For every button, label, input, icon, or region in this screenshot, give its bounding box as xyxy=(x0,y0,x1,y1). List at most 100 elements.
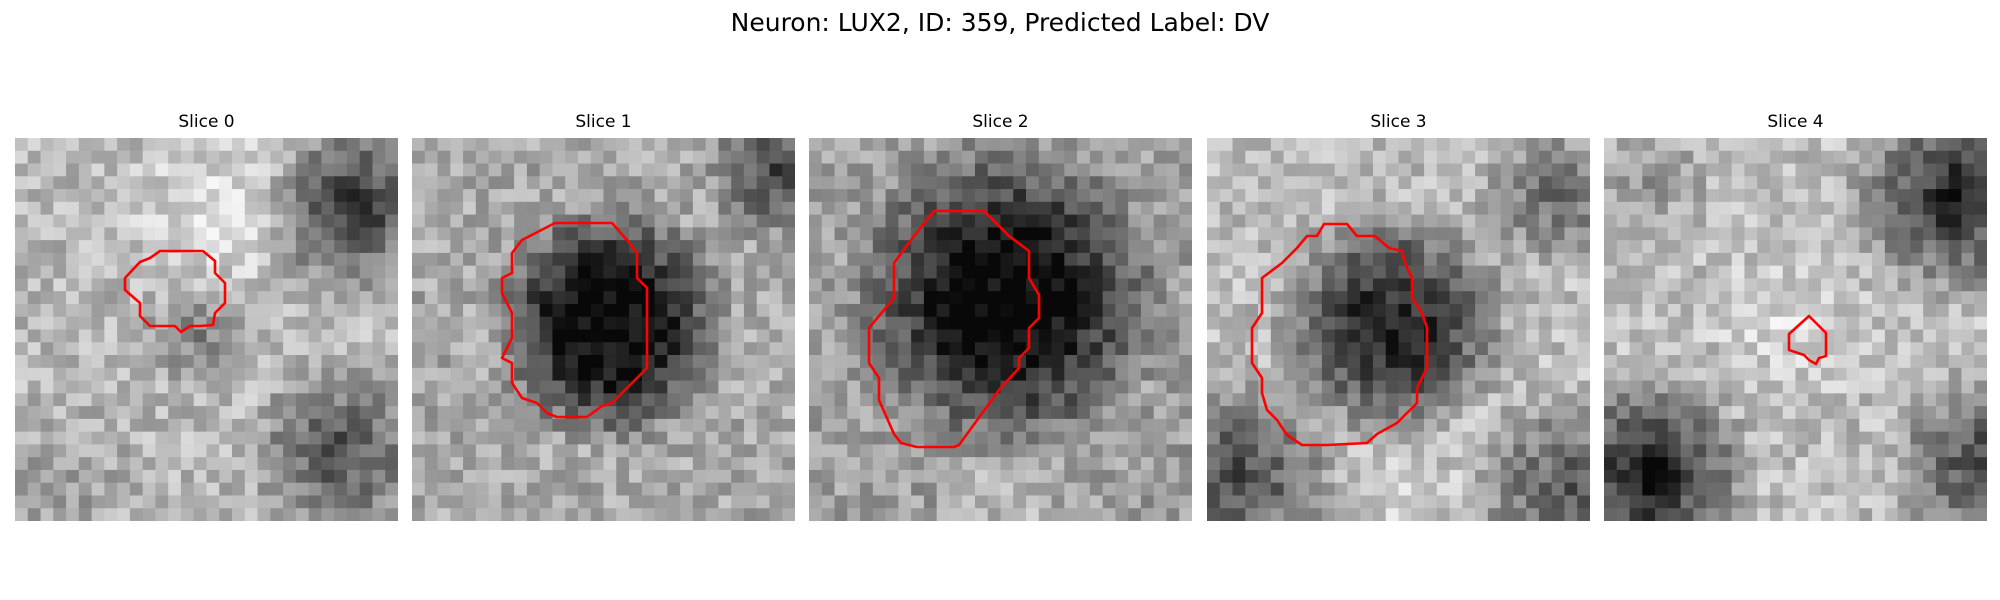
pixel xyxy=(257,457,271,471)
pixel xyxy=(782,342,795,356)
pixel xyxy=(539,444,554,458)
pixel xyxy=(987,303,1002,318)
pixel xyxy=(1551,431,1566,445)
pixel xyxy=(1680,189,1694,203)
pixel xyxy=(872,469,887,484)
pixel xyxy=(552,469,566,484)
pixel xyxy=(1000,278,1014,292)
pixel xyxy=(1667,508,1682,521)
pixel xyxy=(731,367,745,382)
pixel xyxy=(1526,227,1540,241)
slice-panel-1: Slice 1 xyxy=(412,110,795,521)
pixel xyxy=(321,342,335,356)
pixel xyxy=(1207,265,1221,280)
pixel xyxy=(1526,201,1540,216)
pixel xyxy=(872,227,887,241)
pixel xyxy=(974,469,989,484)
pixel xyxy=(1283,189,1297,203)
pixel xyxy=(1258,444,1272,458)
pixel xyxy=(680,240,694,254)
pixel xyxy=(1424,444,1438,458)
pixel xyxy=(270,303,284,318)
pixel xyxy=(27,393,42,407)
pixel xyxy=(359,457,374,471)
pixel xyxy=(1961,214,1975,228)
pixel xyxy=(1833,201,1848,216)
pixel xyxy=(1872,482,1886,497)
pixel xyxy=(898,457,912,471)
pixel xyxy=(1538,214,1553,228)
pixel xyxy=(1102,508,1116,521)
pixel xyxy=(1245,508,1259,521)
pixel xyxy=(1424,189,1438,203)
pixel xyxy=(936,342,951,356)
pixel xyxy=(1258,482,1272,497)
pixel xyxy=(1385,163,1400,177)
pixel xyxy=(385,278,398,292)
pixel xyxy=(1115,265,1129,280)
pixel xyxy=(692,316,707,331)
pixel xyxy=(15,393,29,407)
pixel xyxy=(78,380,93,394)
pixel xyxy=(1102,367,1116,382)
pixel xyxy=(539,329,554,343)
pixel xyxy=(270,201,284,216)
pixel xyxy=(834,189,848,203)
pixel xyxy=(27,316,42,331)
pixel xyxy=(1884,303,1899,318)
pixel xyxy=(1283,329,1297,343)
pixel xyxy=(1013,265,1027,280)
pixel xyxy=(270,380,284,394)
pixel xyxy=(1910,150,1924,165)
pixel xyxy=(1680,406,1694,420)
pixel xyxy=(1347,163,1361,177)
pixel xyxy=(270,176,284,190)
pixel xyxy=(1475,176,1489,190)
pixel xyxy=(232,393,246,407)
pixel xyxy=(705,393,719,407)
pixel xyxy=(667,214,681,228)
pixel xyxy=(1910,278,1924,292)
pixel xyxy=(1948,189,1963,203)
pixel xyxy=(641,469,656,484)
pixel xyxy=(872,291,887,305)
pixel xyxy=(936,214,951,228)
pixel xyxy=(117,342,131,356)
pixel xyxy=(1974,380,1987,394)
pixel xyxy=(1140,303,1155,318)
pixel xyxy=(911,138,925,152)
pixel xyxy=(437,240,451,254)
pixel xyxy=(641,418,656,433)
pixel xyxy=(1718,482,1733,497)
pixel xyxy=(1500,457,1514,471)
pixel xyxy=(1385,342,1400,356)
pixel xyxy=(321,265,335,280)
pixel xyxy=(1872,227,1886,241)
pixel xyxy=(1897,393,1911,407)
pixel xyxy=(514,406,528,420)
pixel xyxy=(834,201,848,216)
pixel xyxy=(949,163,963,177)
pixel xyxy=(1219,291,1234,305)
pixel xyxy=(577,444,592,458)
pixel xyxy=(1179,469,1192,484)
pixel xyxy=(1538,508,1553,521)
pixel xyxy=(936,138,951,152)
pixel xyxy=(1935,508,1950,521)
pixel xyxy=(552,278,566,292)
pixel xyxy=(1833,393,1848,407)
pixel xyxy=(1872,469,1886,484)
pixel xyxy=(1372,355,1387,369)
pixel xyxy=(488,431,502,445)
pixel xyxy=(295,355,310,369)
pixel xyxy=(603,252,617,267)
pixel xyxy=(1795,176,1809,190)
pixel xyxy=(526,316,541,331)
pixel xyxy=(1309,495,1323,509)
pixel xyxy=(629,176,643,190)
pixel xyxy=(987,457,1002,471)
pixel xyxy=(603,355,617,369)
pixel xyxy=(1283,291,1297,305)
pixel xyxy=(117,316,131,331)
pixel xyxy=(53,176,67,190)
